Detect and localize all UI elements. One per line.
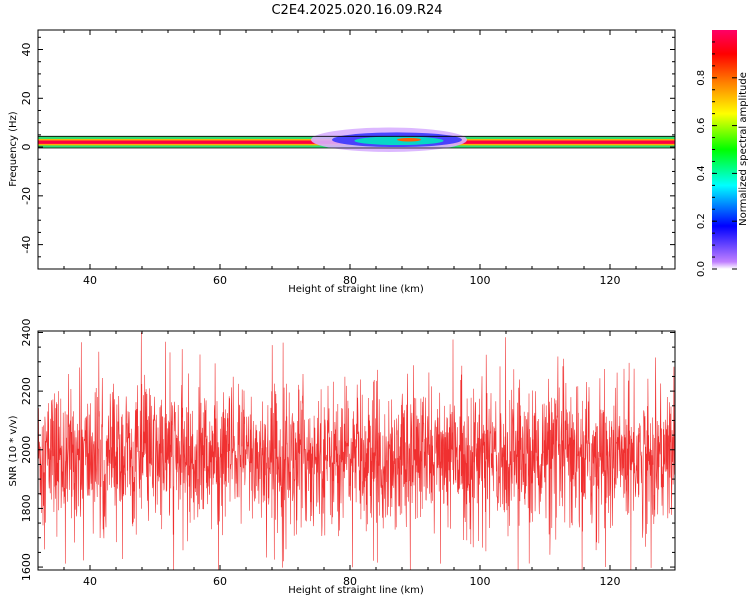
colorbar-gradient — [712, 30, 737, 269]
snr-y-tick-label: 1600 — [20, 553, 33, 581]
spectrogram-feature-core — [397, 137, 421, 142]
snr-y-axis-label: SNR (10 * v/v) — [8, 415, 19, 486]
colorbar-ticks: 0.0 0.2 0.4 0.6 0.8 — [696, 41, 737, 277]
spectrogram-x-tick-label: 100 — [470, 274, 491, 287]
snr-x-tick-label: 120 — [600, 575, 621, 588]
spectrogram-plot — [38, 127, 675, 152]
spectrogram-frame — [37, 29, 676, 270]
snr-frame — [37, 330, 676, 571]
snr-x-tick-label: 80 — [343, 575, 357, 588]
spectrogram-y-tick-label: -40 — [20, 236, 33, 254]
spectrogram-y-axis-label: Frequency (Hz) — [8, 111, 19, 187]
colorbar-tick-label: 0.4 — [696, 165, 707, 181]
snr-x-axis-label: Height of straight line (km) — [288, 585, 424, 596]
spectrogram-x-tick-label: 60 — [213, 274, 227, 287]
snr-y-tick-label: 2000 — [20, 436, 33, 464]
spectrogram-axes: 40 60 80 100 120 -40 -20 0 20 40 — [20, 30, 675, 287]
spectrogram-panel: 40 60 80 100 120 -40 -20 0 20 40 Height of straig… — [8, 29, 676, 295]
spectrogram-x-axis-label: Height of straight line (km) — [288, 284, 424, 295]
spectrogram-x-tick-label: 120 — [600, 274, 621, 287]
spectrogram-y-tick-label: 0 — [20, 144, 33, 151]
spectrogram-y-tick-label: 20 — [20, 91, 33, 105]
colorbar-tick-label: 0.8 — [696, 70, 707, 86]
snr-panel: 40 60 80 100 120 1600 1800 2000 2200 2400 Height … — [8, 318, 676, 596]
snr-axes: 40 60 80 100 120 1600 1800 2000 2200 2400 — [20, 318, 675, 588]
spectrogram-x-tick-label: 80 — [343, 274, 357, 287]
snr-y-tick-label: 2400 — [20, 318, 33, 346]
colorbar-label: Normalized spectral amplitude — [738, 72, 749, 226]
colorbar: 0.0 0.2 0.4 0.6 0.8 Normalized spectral ampl… — [696, 30, 749, 277]
snr-plot — [38, 332, 675, 570]
snr-x-tick-label: 60 — [213, 575, 227, 588]
snr-y-tick-label: 1800 — [20, 494, 33, 522]
chart-title: C2E4.2025.020.16.09.R24 — [271, 3, 442, 18]
snr-series-line — [38, 332, 675, 570]
colorbar-tick-label: 0.2 — [696, 213, 707, 229]
spectrogram-x-tick-label: 40 — [83, 274, 97, 287]
spectrogram-y-tick-label: -20 — [20, 187, 33, 205]
snr-x-tick-label: 100 — [470, 575, 491, 588]
snr-y-tick-label: 2200 — [20, 377, 33, 405]
colorbar-tick-label: 0.6 — [696, 118, 707, 134]
snr-x-tick-label: 40 — [83, 575, 97, 588]
spectrogram-feature-cyan — [354, 136, 444, 146]
colorbar-tick-label: 0.0 — [696, 261, 707, 277]
spectrogram-y-tick-label: 40 — [20, 43, 33, 57]
